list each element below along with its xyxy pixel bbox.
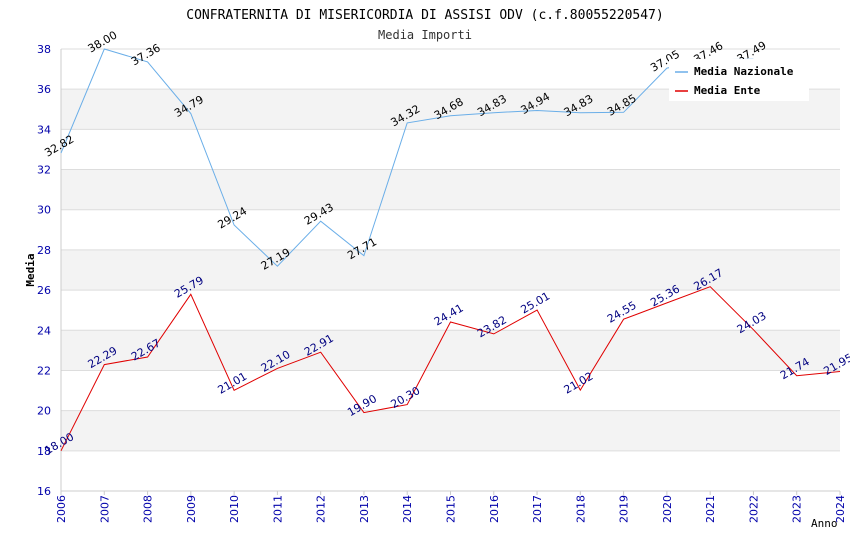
x-tick-label: 2022 (747, 495, 760, 523)
data-label: 21.02 (562, 370, 596, 397)
data-label: 32.82 (42, 133, 76, 160)
band (61, 330, 840, 371)
y-tick-label: 26 (37, 284, 51, 297)
y-tick-labels: 16 18 20 22 24 26 28 30 32 34 36 38 (37, 43, 51, 498)
data-label: 25.01 (518, 289, 552, 316)
y-axis-title: Media (24, 253, 37, 286)
y-tick-label: 36 (37, 83, 51, 96)
y-tick-label: 32 (37, 164, 51, 177)
legend-label-nazionale: Media Nazionale (694, 65, 794, 78)
band (61, 249, 840, 291)
x-tick-label: 2007 (98, 495, 111, 523)
x-tick-label: 2024 (834, 495, 847, 523)
y-tick-label: 20 (37, 405, 51, 418)
x-tick-label: 2021 (704, 495, 717, 523)
data-label: 21.01 (215, 370, 249, 397)
x-tick-label: 2018 (574, 495, 587, 523)
y-tick-label: 38 (37, 43, 51, 56)
data-label: 38.00 (86, 28, 120, 55)
data-label: 20.30 (389, 384, 423, 411)
x-tick-label: 2009 (185, 495, 198, 523)
chart-subtitle: Media Importi (378, 28, 472, 42)
series-lines (60, 48, 841, 452)
legend-box (669, 59, 809, 101)
x-tick-label: 2020 (661, 495, 674, 523)
legend: Media Nazionale Media Ente (669, 59, 809, 101)
x-tick-label: 2016 (488, 495, 501, 523)
x-tick-label: 2008 (142, 495, 155, 523)
x-tick-label: 2017 (531, 495, 544, 523)
y-tick-label: 30 (37, 204, 51, 217)
y-tick-label: 16 (37, 485, 51, 498)
data-label: 37.36 (129, 41, 163, 68)
band (61, 169, 840, 210)
band (61, 410, 840, 451)
x-tick-label: 2011 (271, 495, 284, 523)
y-tick-label: 34 (37, 123, 51, 136)
series-line-ente (60, 286, 841, 452)
y-tick-label: 24 (37, 324, 51, 337)
x-tick-label: 2019 (618, 495, 631, 523)
x-tick-labels: 2006 2007 2008 2009 2010 2011 2012 2013 2014 2015… (55, 491, 847, 523)
x-tick-label: 2013 (358, 495, 371, 523)
data-label: 18.00 (42, 430, 76, 457)
series-line-nazionale (60, 48, 754, 267)
x-axis-title: Anno (811, 517, 838, 530)
legend-label-ente: Media Ente (694, 84, 761, 97)
background-bands (61, 89, 840, 451)
chart-title: CONFRATERNITA DI MISERICORDIA DI ASSISI … (186, 8, 663, 23)
y-tick-label: 18 (37, 445, 51, 458)
y-tick-label: 28 (37, 244, 51, 257)
x-tick-label: 2023 (791, 495, 804, 523)
x-tick-label: 2012 (315, 495, 328, 523)
y-tick-label: 22 (37, 364, 51, 377)
x-tick-label: 2015 (445, 495, 458, 523)
x-tick-label: 2014 (401, 495, 414, 523)
x-tick-label: 2006 (55, 495, 68, 523)
x-tick-label: 2010 (228, 495, 241, 523)
